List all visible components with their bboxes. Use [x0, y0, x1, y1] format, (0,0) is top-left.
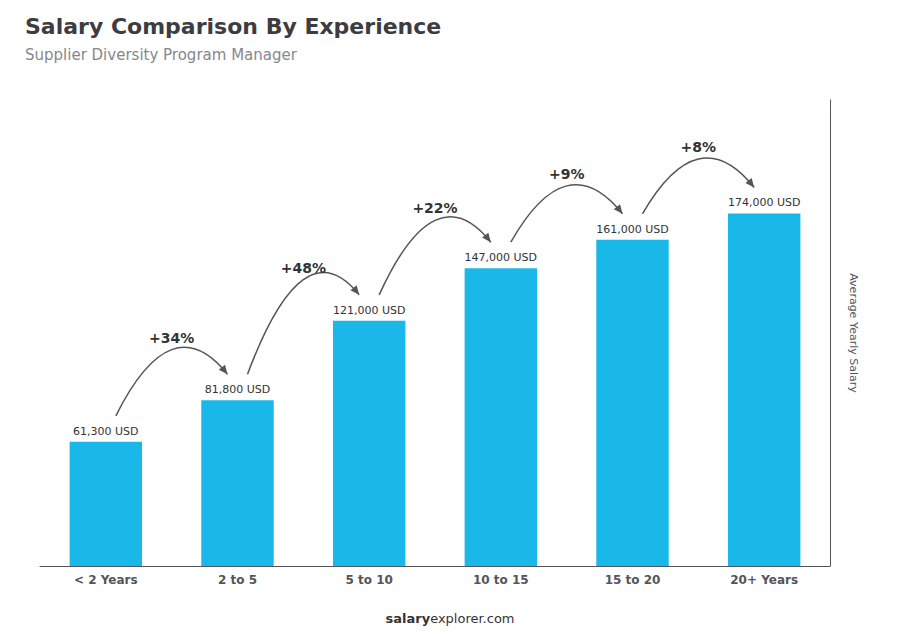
svg-text:+22%: +22%: [412, 200, 457, 216]
svg-text:salary: salary: [385, 611, 430, 626]
svg-text:2 to 5: 2 to 5: [218, 573, 257, 587]
svg-text:121,000 USD: 121,000 USD: [333, 304, 406, 317]
svg-text:20+ Years: 20+ Years: [730, 573, 798, 587]
svg-text:61,300 USD: 61,300 USD: [73, 425, 139, 438]
svg-text:explorer.com: explorer.com: [430, 611, 514, 626]
svg-text:10 to 15: 10 to 15: [473, 573, 529, 587]
svg-text:174,000 USD: 174,000 USD: [728, 196, 801, 209]
svg-text:Average Yearly Salary: Average Yearly Salary: [847, 273, 860, 393]
svg-text:+34%: +34%: [149, 330, 194, 346]
svg-text:< 2 Years: < 2 Years: [74, 573, 138, 587]
svg-text:15 to 20: 15 to 20: [605, 573, 661, 587]
svg-text:161,000 USD: 161,000 USD: [596, 223, 669, 236]
svg-text:Supplier Diversity Program Man: Supplier Diversity Program Manager: [25, 46, 298, 64]
svg-text:5 to 10: 5 to 10: [345, 573, 392, 587]
svg-text:81,800 USD: 81,800 USD: [205, 383, 271, 396]
svg-text:Salary Comparison By Experienc: Salary Comparison By Experience: [25, 14, 441, 39]
svg-text:+8%: +8%: [681, 139, 717, 155]
svg-text:+48%: +48%: [281, 260, 326, 276]
svg-text:147,000 USD: 147,000 USD: [465, 251, 538, 264]
svg-text:+9%: +9%: [549, 166, 585, 182]
